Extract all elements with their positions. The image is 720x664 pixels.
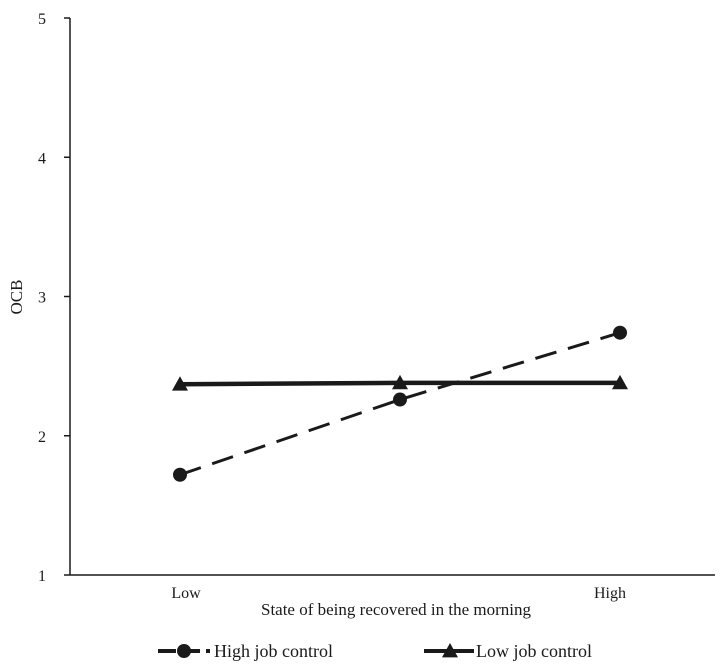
y-axis-title: OCB <box>7 280 26 315</box>
y-tick-label: 5 <box>38 11 46 28</box>
series-layer <box>172 325 628 482</box>
legend-marker-triangle <box>442 643 458 658</box>
y-tick-label: 4 <box>38 150 46 167</box>
data-point-low-job-control <box>392 374 408 390</box>
series-low-job-control <box>172 374 628 391</box>
axes: 1 2 3 4 5 Low High <box>38 11 715 602</box>
x-axis-title: State of being recovered in the morning <box>261 600 532 619</box>
data-point-low-job-control <box>612 374 628 390</box>
legend-item-low-job-control: Low job control <box>424 641 592 661</box>
legend-item-high-job-control: High job control <box>158 641 333 661</box>
legend: High job control Low job control <box>158 641 592 661</box>
y-tick-label: 1 <box>38 568 46 585</box>
y-tick-label: 3 <box>38 290 46 307</box>
data-point-high-job-control <box>393 392 407 407</box>
series-line-high-job-control <box>179 331 621 477</box>
x-tick-label: Low <box>171 585 201 602</box>
labels-layer: OCB State of being recovered in the morn… <box>7 280 532 619</box>
legend-label-high-job-control: High job control <box>214 641 333 661</box>
data-point-high-job-control <box>173 467 187 482</box>
data-point-high-job-control <box>613 325 627 340</box>
x-tick-label: High <box>594 585 626 602</box>
y-tick-label: 2 <box>38 429 46 446</box>
series-high-job-control <box>173 325 627 482</box>
legend-marker-circle <box>177 644 191 658</box>
legend-label-low-job-control: Low job control <box>476 641 592 661</box>
data-point-low-job-control <box>172 376 188 391</box>
